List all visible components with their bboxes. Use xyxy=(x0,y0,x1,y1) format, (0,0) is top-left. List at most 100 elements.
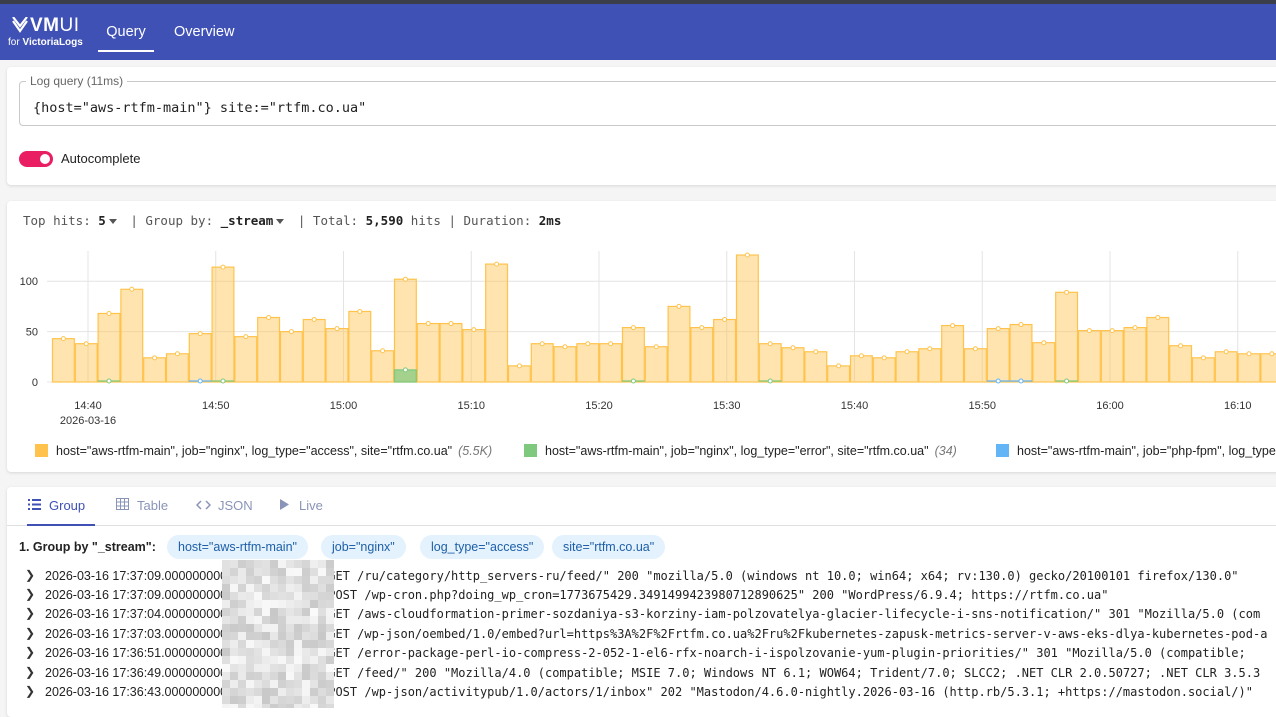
pixel-block xyxy=(262,592,270,600)
chart-point xyxy=(448,321,454,327)
pixel-block xyxy=(302,616,310,624)
pixel-block xyxy=(302,608,310,616)
pixel-block xyxy=(270,688,278,696)
pixel-block xyxy=(254,640,262,648)
pixel-block xyxy=(262,640,270,648)
pixel-block xyxy=(318,592,326,600)
legend-count: (34) xyxy=(934,444,957,458)
pixel-block xyxy=(318,576,326,584)
log-row[interactable]: ❯ 2026-03-16 17:37:03.000000000 "GET /wp-j… xyxy=(7,625,1276,644)
chart-bar xyxy=(872,357,896,383)
pixel-block xyxy=(286,664,294,672)
chart-point xyxy=(722,317,728,323)
pixel-block xyxy=(254,696,262,704)
pixel-block xyxy=(246,656,254,664)
hits-chart: 0 50 100 14:40 14:50 15:00 15:10 15:20 15:30 15:4… xyxy=(20,251,1276,427)
pixel-block xyxy=(310,624,318,632)
autocomplete-toggle[interactable] xyxy=(19,151,53,167)
code-icon xyxy=(195,487,212,524)
pixel-block xyxy=(238,560,246,568)
top-hits-select[interactable]: 5 xyxy=(98,213,106,228)
stream-chip[interactable]: site="rtfm.co.ua" xyxy=(552,535,666,559)
chevron-right-icon[interactable]: ❯ xyxy=(25,645,36,659)
legend-item[interactable]: host="aws-rtfm-main", job="nginx", log_t… xyxy=(524,444,957,458)
log-query-field[interactable]: Log query (11ms) {host="aws-rtfm-main"} … xyxy=(19,74,1276,126)
pixel-block xyxy=(254,568,262,576)
group-by-select[interactable]: _stream xyxy=(220,213,274,228)
chart-point xyxy=(334,326,340,332)
pixel-block xyxy=(262,560,270,568)
pixel-block xyxy=(238,576,246,584)
pixel-block xyxy=(254,576,262,584)
pixel-block xyxy=(310,632,318,640)
tab-table[interactable]: Table xyxy=(115,487,168,526)
pixel-block xyxy=(222,664,230,672)
chart-bar xyxy=(1191,357,1215,383)
log-row[interactable]: ❯ 2026-03-16 17:37:04.000000000 "GET /aws-… xyxy=(7,605,1276,624)
log-row[interactable]: ❯ 2026-03-16 17:36:51.000000000 "GET /erro… xyxy=(7,644,1276,663)
pixel-block xyxy=(278,648,286,656)
chart-point xyxy=(516,363,522,369)
chart-point xyxy=(881,355,887,361)
pixel-block xyxy=(302,672,310,680)
pixel-block xyxy=(230,680,238,688)
tab-live[interactable]: Live xyxy=(277,487,323,526)
pixel-block xyxy=(254,680,262,688)
chart-bar xyxy=(1077,330,1101,383)
pixel-block xyxy=(302,664,310,672)
log-row[interactable]: ❯ 2026-03-16 17:36:43.000000000 "POST /wp-… xyxy=(7,683,1276,702)
chevron-right-icon[interactable]: ❯ xyxy=(25,606,36,620)
chart-point xyxy=(220,264,226,270)
chart-bar xyxy=(485,263,509,383)
legend-swatch xyxy=(996,444,1009,457)
chart-point xyxy=(744,252,750,258)
pixel-block xyxy=(326,640,334,648)
stream-chip[interactable]: job="nginx" xyxy=(321,535,406,559)
stream-chip[interactable]: host="aws-rtfm-main" xyxy=(167,535,308,559)
hits-label: hits xyxy=(410,213,441,228)
chevron-down-icon[interactable] xyxy=(108,219,117,224)
pixel-block xyxy=(238,696,246,704)
chart-bar xyxy=(667,305,691,383)
tab-query[interactable]: Query xyxy=(98,4,154,52)
legend-swatch xyxy=(524,444,537,457)
tab-json[interactable]: JSON xyxy=(195,487,253,526)
chart-bar xyxy=(781,347,805,383)
pixel-block xyxy=(270,600,278,608)
pixel-block xyxy=(310,592,318,600)
chart-bar xyxy=(758,343,782,383)
chevron-down-icon[interactable] xyxy=(276,219,285,224)
chevron-right-icon[interactable]: ❯ xyxy=(25,568,36,582)
log-query-input[interactable]: {host="aws-rtfm-main"} site:="rtfm.co.ua… xyxy=(33,100,367,116)
legend-item[interactable]: host="aws-rtfm-main", job="php-fpm", log… xyxy=(996,444,1276,458)
pixel-block xyxy=(294,608,302,616)
pixel-block xyxy=(254,664,262,672)
vmui-logo[interactable]: VMUI for VictoriaLogs xyxy=(8,15,88,51)
pixel-block xyxy=(254,632,262,640)
chart-bar xyxy=(804,351,828,383)
tab-overview[interactable]: Overview xyxy=(174,24,235,40)
pixel-block xyxy=(254,672,262,680)
chevron-right-icon[interactable]: ❯ xyxy=(25,587,36,601)
pixel-block xyxy=(270,584,278,592)
chart-point xyxy=(220,378,226,384)
log-row[interactable]: ❯ 2026-03-16 17:37:09.000000000 "POST /wp-… xyxy=(7,586,1276,605)
pixel-block xyxy=(270,616,278,624)
chart-bar xyxy=(1009,323,1033,383)
log-row[interactable]: ❯ 2026-03-16 17:36:49.000000000 "GET /feed… xyxy=(7,664,1276,683)
pixel-block xyxy=(294,600,302,608)
pixel-block xyxy=(294,624,302,632)
chevron-right-icon[interactable]: ❯ xyxy=(25,665,36,679)
stream-chip[interactable]: log_type="access" xyxy=(420,535,545,559)
legend-item[interactable]: host="aws-rtfm-main", job="nginx", log_t… xyxy=(35,444,492,458)
chevron-right-icon[interactable]: ❯ xyxy=(25,684,36,698)
chevron-right-icon[interactable]: ❯ xyxy=(25,626,36,640)
chart-bar xyxy=(530,343,554,383)
chart-point xyxy=(1155,315,1161,321)
tab-group[interactable]: Group xyxy=(27,487,95,526)
log-row[interactable]: ❯ 2026-03-16 17:37:09.000000000 "GET /ru/c… xyxy=(7,567,1276,586)
log-timestamp: 2026-03-16 17:36:43.000000000 xyxy=(45,685,228,699)
pixel-block xyxy=(254,608,262,616)
pixel-block xyxy=(278,704,286,708)
pixel-block xyxy=(318,624,326,632)
